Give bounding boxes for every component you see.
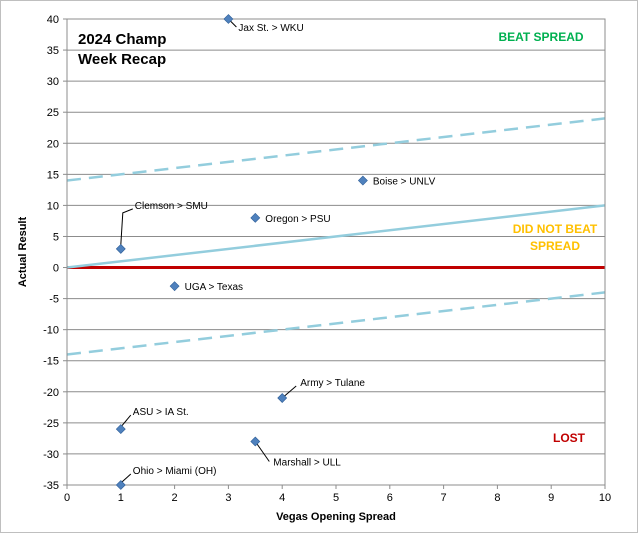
x-tick-label: 7 xyxy=(441,492,447,504)
data-point xyxy=(223,14,234,24)
zone-label: SPREAD xyxy=(530,239,580,253)
y-tick-label: -25 xyxy=(43,418,59,430)
data-label: Boise > UNLV xyxy=(373,177,436,188)
y-axis-title: Actual Result xyxy=(17,217,29,288)
x-tick-label: 2 xyxy=(172,492,178,504)
callout-leader xyxy=(254,441,270,462)
data-label: Ohio > Miami (OH) xyxy=(133,466,217,477)
x-tick-label: 1 xyxy=(118,492,124,504)
y-tick-label: -30 xyxy=(43,449,59,461)
data-point xyxy=(277,393,288,403)
y-tick-label: -5 xyxy=(49,294,59,306)
y-tick-label: 10 xyxy=(47,200,59,212)
y-tick-label: 25 xyxy=(47,107,59,119)
chart-title-line: Week Recap xyxy=(78,51,166,68)
callout-leader xyxy=(120,473,132,484)
y-tick-label: -35 xyxy=(43,480,59,492)
y-tick-label: -15 xyxy=(43,356,59,368)
data-point xyxy=(115,424,126,435)
zone-label: DID NOT BEAT xyxy=(513,222,598,236)
callout-leader xyxy=(120,208,133,245)
y-tick-label: -20 xyxy=(43,387,59,399)
data-point xyxy=(357,175,368,186)
data-label: Army > Tulane xyxy=(300,378,365,389)
data-label: Oregon > PSU xyxy=(265,214,330,225)
point-layer xyxy=(115,14,368,490)
y-tick-label: 35 xyxy=(47,45,59,57)
chart-title-line: 2024 Champ xyxy=(78,31,166,48)
reference-line-spread xyxy=(66,204,606,269)
x-axis-title: Vegas Opening Spread xyxy=(276,511,396,523)
x-tick-label: 6 xyxy=(387,492,393,504)
x-tick-label: 0 xyxy=(64,492,70,504)
data-point xyxy=(250,436,261,447)
data-point xyxy=(115,243,126,254)
y-tick-label: 5 xyxy=(53,231,59,243)
data-label: Clemson > SMU xyxy=(135,201,208,212)
y-tick-label: 40 xyxy=(47,14,59,26)
reference-line-lower xyxy=(66,291,606,356)
y-tick-label: 0 xyxy=(53,263,59,275)
y-tick-label: 15 xyxy=(47,169,59,181)
callout-leader xyxy=(120,414,132,428)
zone-label: LOST xyxy=(553,431,586,445)
data-point xyxy=(250,212,261,223)
y-tick-label: 30 xyxy=(47,76,59,88)
data-label: ASU > IA St. xyxy=(133,407,189,418)
x-tick-label: 9 xyxy=(548,492,554,504)
data-point xyxy=(115,480,126,490)
zone-label: BEAT SPREAD xyxy=(498,30,583,44)
reference-line-upper xyxy=(66,117,606,182)
y-tick-label: -10 xyxy=(43,325,59,337)
data-label: Jax St. > WKU xyxy=(238,23,303,34)
x-tick-label: 3 xyxy=(225,492,231,504)
text-layer: Jax St. > WKU Boise > UNLV Oregon > PSU Cle… xyxy=(78,23,598,477)
reference-lines xyxy=(66,117,606,356)
y-tick-label: 20 xyxy=(47,138,59,150)
x-tick-label: 10 xyxy=(599,492,611,504)
data-label: Marshall > ULL xyxy=(273,458,341,469)
x-tick-label: 5 xyxy=(333,492,339,504)
x-tick-label: 4 xyxy=(279,492,285,504)
x-tick-label: 8 xyxy=(494,492,500,504)
data-label: UGA > Texas xyxy=(185,282,243,293)
data-point xyxy=(169,281,180,292)
